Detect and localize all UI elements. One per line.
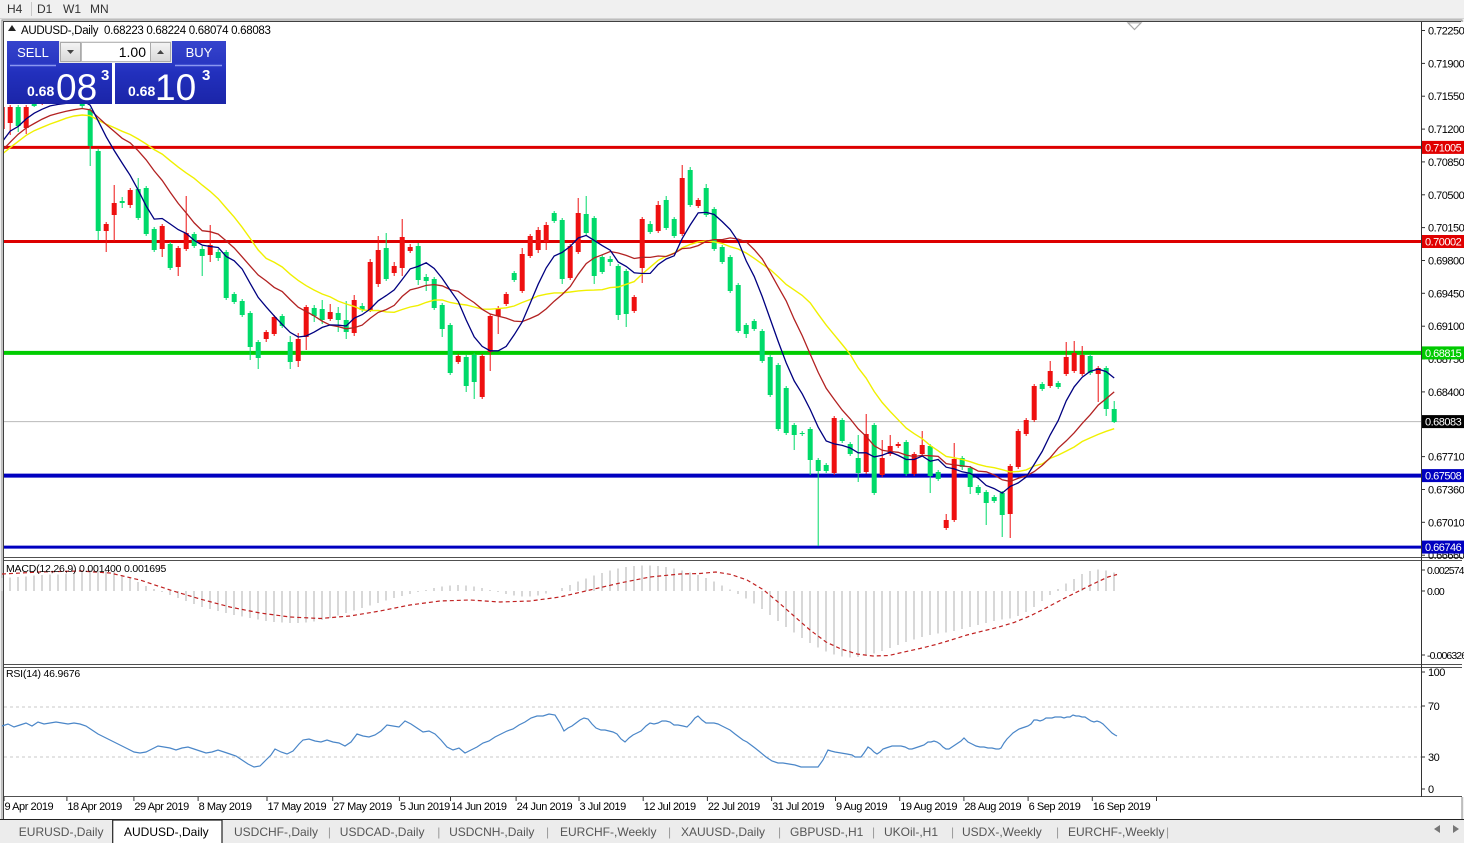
svg-text:3: 3 [101, 67, 109, 84]
svg-text:W1: W1 [63, 2, 81, 16]
svg-text:0.67010: 0.67010 [1428, 517, 1464, 529]
svg-text:|: | [778, 825, 781, 839]
svg-text:|: | [328, 825, 331, 839]
svg-text:XAUUSD-,Daily: XAUUSD-,Daily [681, 825, 765, 839]
svg-text:16 Sep 2019: 16 Sep 2019 [1093, 801, 1151, 813]
svg-text:0.69100: 0.69100 [1428, 321, 1464, 333]
svg-text:UKOil-,H1: UKOil-,H1 [884, 825, 938, 839]
svg-text:9 Apr 2019: 9 Apr 2019 [5, 801, 54, 813]
svg-text:D1: D1 [37, 2, 53, 16]
svg-text:0.72250: 0.72250 [1428, 26, 1464, 38]
svg-text:0.002574: 0.002574 [1427, 565, 1464, 577]
svg-text:MN: MN [90, 2, 109, 16]
svg-text:28 Aug 2019: 28 Aug 2019 [964, 801, 1021, 813]
svg-text:0.71200: 0.71200 [1428, 124, 1464, 136]
svg-text:USDCNH-,Daily: USDCNH-,Daily [449, 825, 534, 839]
svg-text:USDX-,Weekly: USDX-,Weekly [962, 825, 1042, 839]
svg-text:H4: H4 [7, 2, 23, 16]
svg-text:0.68083: 0.68083 [1425, 417, 1462, 429]
svg-text:0.70002: 0.70002 [1425, 237, 1462, 249]
svg-text:08: 08 [56, 67, 97, 108]
svg-text:0.71005: 0.71005 [1425, 142, 1462, 154]
svg-text:70: 70 [1428, 701, 1440, 713]
svg-text:0.00: 0.00 [1427, 586, 1445, 598]
svg-text:12 Jul 2019: 12 Jul 2019 [644, 801, 696, 813]
svg-text:0.67710: 0.67710 [1428, 452, 1464, 464]
svg-text:0.68400: 0.68400 [1428, 387, 1464, 399]
svg-text:17 May 2019: 17 May 2019 [268, 801, 327, 813]
svg-text:19 Aug 2019: 19 Aug 2019 [900, 801, 957, 813]
svg-text:0.71900: 0.71900 [1428, 58, 1464, 70]
svg-text:22 Jul 2019: 22 Jul 2019 [708, 801, 760, 813]
svg-text:29 Apr 2019: 29 Apr 2019 [134, 801, 189, 813]
svg-text:|: | [546, 825, 549, 839]
svg-text:3: 3 [202, 67, 210, 84]
svg-text:USDCAD-,Daily: USDCAD-,Daily [340, 825, 425, 839]
svg-text:0.69450: 0.69450 [1428, 288, 1464, 300]
svg-text:|: | [1166, 825, 1169, 839]
svg-text:|: | [872, 825, 875, 839]
svg-text:|: | [951, 825, 954, 839]
svg-text:0.69800: 0.69800 [1428, 256, 1464, 268]
svg-text:0.68: 0.68 [27, 83, 54, 99]
svg-text:3 Jul 2019: 3 Jul 2019 [580, 801, 627, 813]
svg-text:0.66746: 0.66746 [1425, 542, 1462, 554]
svg-text:1.00: 1.00 [119, 44, 146, 60]
svg-text:AUDUSD-,Daily 0.68223 0.68224: AUDUSD-,Daily 0.68223 0.68224 0.68074 0.… [21, 25, 271, 37]
svg-text:|: | [1056, 825, 1059, 839]
svg-text:BUY: BUY [186, 45, 213, 60]
svg-text:8 May 2019: 8 May 2019 [199, 801, 252, 813]
svg-text:5 Jun 2019: 5 Jun 2019 [400, 801, 450, 813]
svg-text:10: 10 [155, 67, 196, 108]
svg-text:EURCHF-,Weekly: EURCHF-,Weekly [560, 825, 656, 839]
svg-text:AUDUSD-,Daily: AUDUSD-,Daily [124, 825, 209, 839]
svg-text:0.67360: 0.67360 [1428, 485, 1464, 497]
svg-text:18 Apr 2019: 18 Apr 2019 [67, 801, 122, 813]
svg-text:|: | [437, 825, 440, 839]
svg-text:0.71550: 0.71550 [1428, 91, 1464, 103]
svg-text:MACD(12,26,9) 0.001400 0.00169: MACD(12,26,9) 0.001400 0.001695 [6, 563, 167, 575]
svg-text:USDCHF-,Daily: USDCHF-,Daily [234, 825, 318, 839]
svg-text:14 Jun 2019: 14 Jun 2019 [451, 801, 507, 813]
svg-text:0.70850: 0.70850 [1428, 157, 1464, 169]
svg-text:0.67508: 0.67508 [1425, 471, 1462, 483]
svg-text:30: 30 [1428, 752, 1440, 764]
svg-text:RSI(14) 46.9676: RSI(14) 46.9676 [6, 668, 80, 680]
svg-text:31 Jul 2019: 31 Jul 2019 [772, 801, 824, 813]
svg-text:24 Jun 2019: 24 Jun 2019 [517, 801, 573, 813]
svg-text:0.70500: 0.70500 [1428, 190, 1464, 202]
svg-text:6 Sep 2019: 6 Sep 2019 [1029, 801, 1081, 813]
svg-text:9 Aug 2019: 9 Aug 2019 [836, 801, 887, 813]
svg-text:27 May 2019: 27 May 2019 [333, 801, 392, 813]
svg-text:|: | [668, 825, 671, 839]
svg-text:GBPUSD-,H1: GBPUSD-,H1 [790, 825, 864, 839]
svg-text:0.68: 0.68 [128, 83, 155, 99]
svg-text:0: 0 [1428, 784, 1434, 796]
svg-text:EURCHF-,Weekly: EURCHF-,Weekly [1068, 825, 1164, 839]
svg-text:0.68815: 0.68815 [1425, 348, 1462, 360]
svg-text:SELL: SELL [17, 45, 49, 60]
svg-text:100: 100 [1428, 667, 1445, 679]
svg-text:0.70150: 0.70150 [1428, 223, 1464, 235]
svg-text:-0.006326: -0.006326 [1427, 650, 1464, 662]
svg-text:EURUSD-,Daily: EURUSD-,Daily [19, 825, 104, 839]
